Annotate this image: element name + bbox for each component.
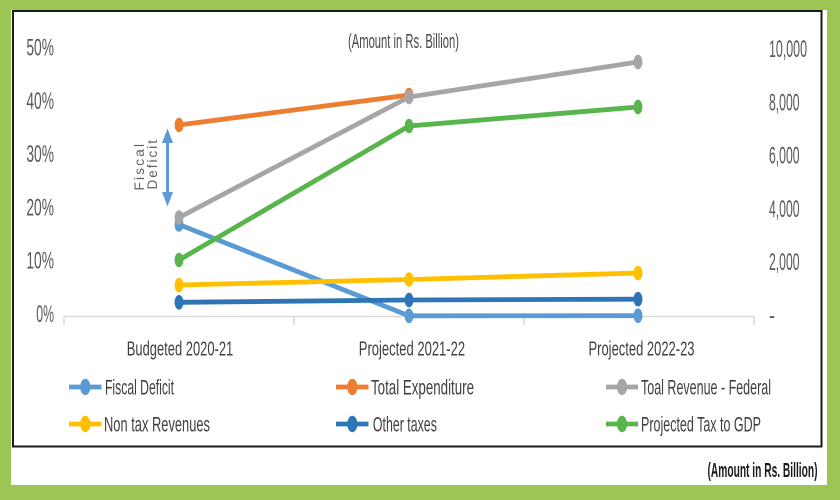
svg-text:30%: 30% [26,141,54,168]
svg-text:40%: 40% [26,88,54,115]
svg-text:20%: 20% [26,194,54,221]
svg-text:(Amount in Rs. Billion): (Amount in Rs. Billion) [348,31,459,53]
svg-text:10%: 10% [26,248,54,275]
svg-text:4,000: 4,000 [769,196,800,223]
svg-text:0%: 0% [36,301,54,328]
svg-text:Projected 2022-23: Projected 2022-23 [589,339,695,361]
svg-text:50%: 50% [26,35,54,62]
svg-text:-: - [769,303,775,330]
svg-text:(Amount in Rs. Billion): (Amount in Rs. Billion) [708,460,818,482]
svg-text:2,000: 2,000 [769,249,800,276]
svg-text:Projected Tax to GDP: Projected Tax to GDP [641,414,761,437]
svg-text:Toal Revenue - Federal: Toal Revenue - Federal [641,377,771,400]
svg-text:Projected 2021-22: Projected 2021-22 [359,339,465,361]
svg-text:Total Expenditure: Total Expenditure [371,377,474,400]
svg-text:6,000: 6,000 [769,143,800,170]
svg-text:8,000: 8,000 [769,89,800,116]
svg-text:Fiscal Deficit: Fiscal Deficit [105,377,174,400]
svg-text:Other taxes: Other taxes [373,414,437,437]
svg-text:Budgeted 2020-21: Budgeted 2020-21 [127,339,233,361]
svg-text:10,000: 10,000 [769,36,807,63]
svg-text:Deficit: Deficit [145,140,160,190]
svg-text:Non tax Revenues: Non tax Revenues [104,414,210,437]
